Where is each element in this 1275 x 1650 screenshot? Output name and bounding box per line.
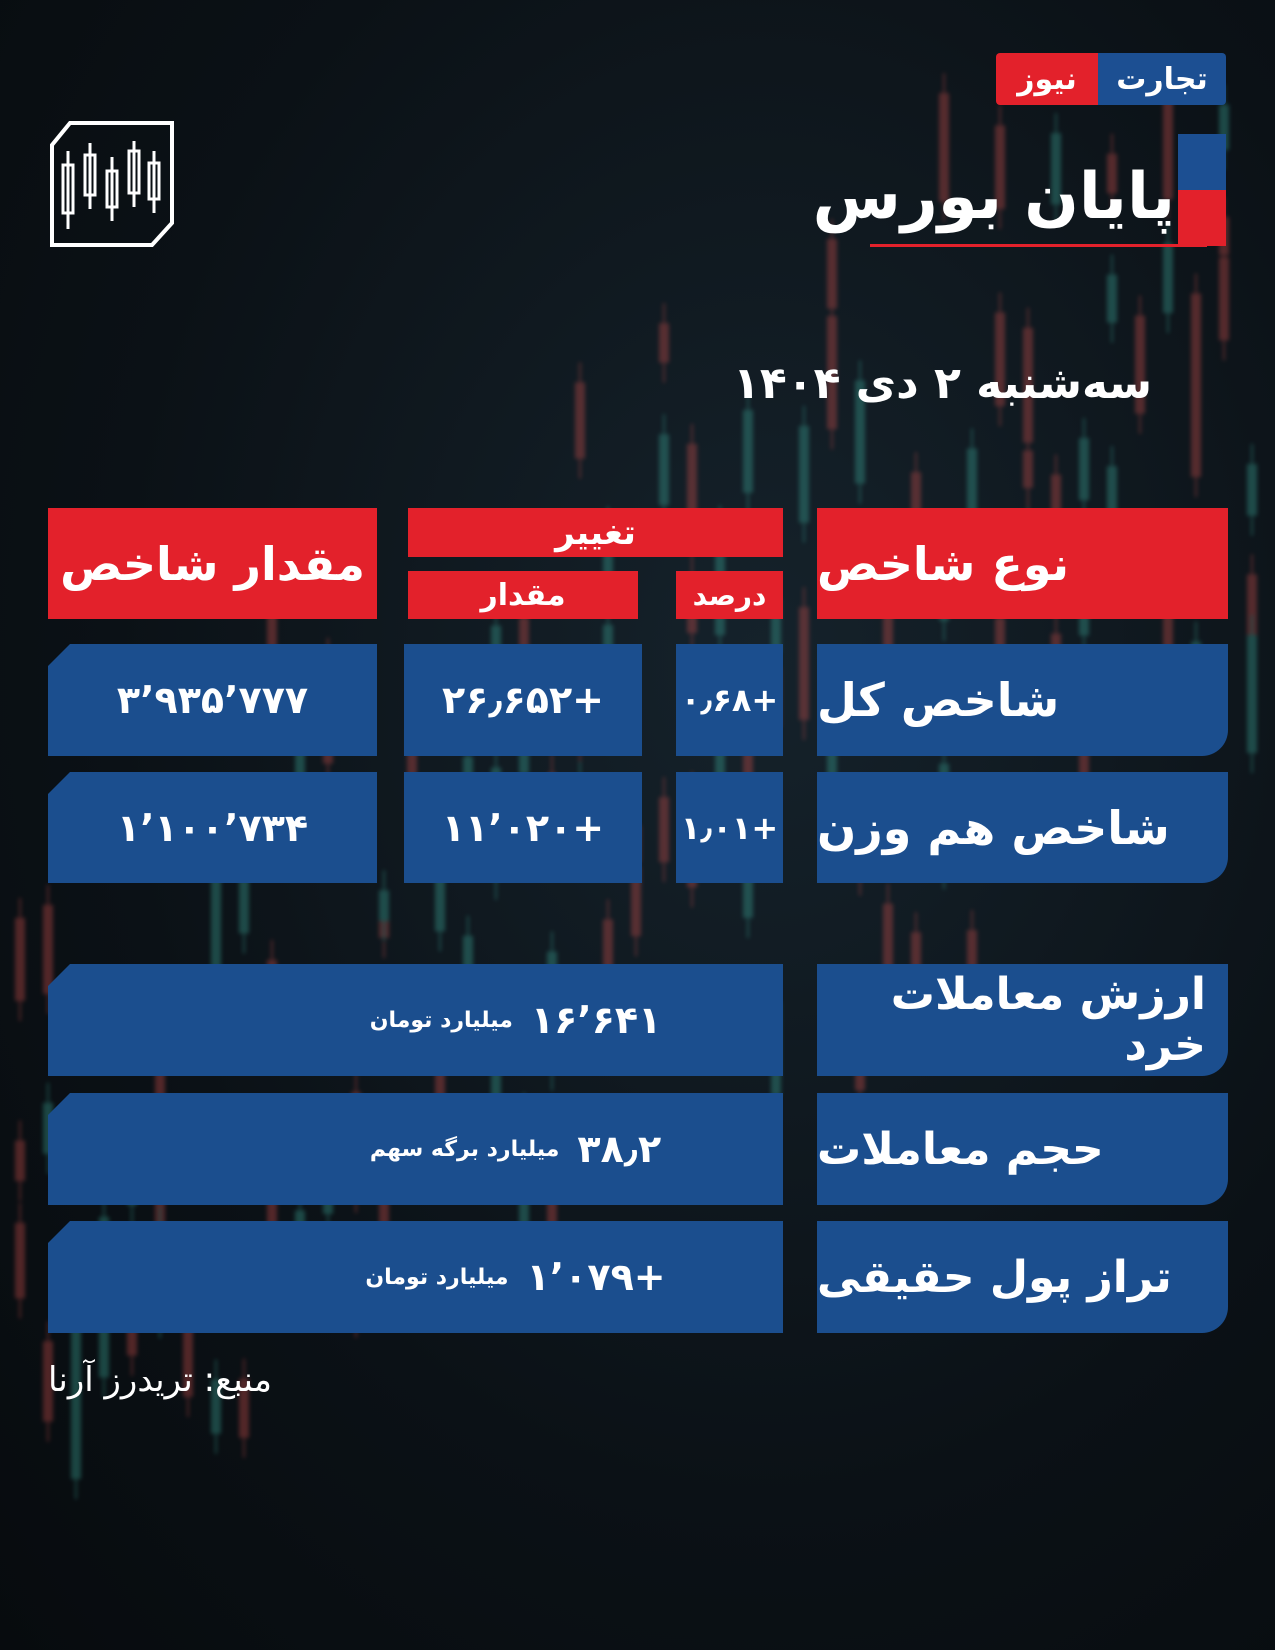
change-percent: +۰٫۶۸	[676, 644, 783, 756]
change-amount: +۲۶٫۶۵۲	[404, 644, 642, 756]
page-title: پایان بورس	[812, 160, 1175, 234]
stat-value: ۳۸٫۲	[577, 1127, 662, 1171]
stat-value: +۱٬۰۷۹	[526, 1255, 666, 1299]
stat-unit: میلیارد برگه سهم	[369, 1136, 560, 1162]
title-accent	[1178, 134, 1226, 246]
title-underline	[870, 244, 1207, 247]
stat-unit: میلیارد تومان	[365, 1264, 509, 1290]
logo-part2: نیوز	[996, 53, 1098, 105]
stat-label: ارزش معاملات خرد	[817, 964, 1228, 1076]
stat-unit: میلیارد تومان	[369, 1007, 513, 1033]
index-type: شاخص کل	[817, 644, 1228, 756]
index-value: ۱٬۱۰۰٬۷۳۴	[48, 772, 377, 883]
date: سه‌شنبه ۲ دی ۱۴۰۴	[733, 358, 1152, 409]
stat-label: حجم معاملات	[817, 1093, 1228, 1205]
header-change-amount: مقدار	[408, 571, 638, 619]
logo-part1: تجارت	[1098, 53, 1226, 105]
stat-value-cell: ۱۶٬۶۴۱ میلیارد تومان	[48, 964, 783, 1076]
header-index-type: نوع شاخص	[817, 508, 1228, 619]
stat-label: تراز پول حقیقی	[817, 1221, 1228, 1333]
change-amount: +۱۱٬۰۲۰	[404, 772, 642, 883]
brand-logo: تجارت نیوز	[996, 53, 1226, 105]
index-type: شاخص هم وزن	[817, 772, 1228, 883]
stat-value-cell: +۱٬۰۷۹ میلیارد تومان	[48, 1221, 783, 1333]
header-index-value: مقدار شاخص	[48, 508, 377, 619]
header-change-percent: درصد	[676, 571, 783, 619]
stat-value-cell: ۳۸٫۲ میلیارد برگه سهم	[48, 1093, 783, 1205]
stat-value: ۱۶٬۶۴۱	[530, 998, 662, 1042]
header-change: تغییر	[408, 508, 783, 557]
change-percent: +۱٫۰۱	[676, 772, 783, 883]
source-credit: منبع: تریدرز آرنا	[48, 1360, 272, 1400]
index-value: ۳٬۹۳۵٬۷۷۷	[48, 644, 377, 756]
candlestick-chart-icon	[50, 121, 174, 247]
